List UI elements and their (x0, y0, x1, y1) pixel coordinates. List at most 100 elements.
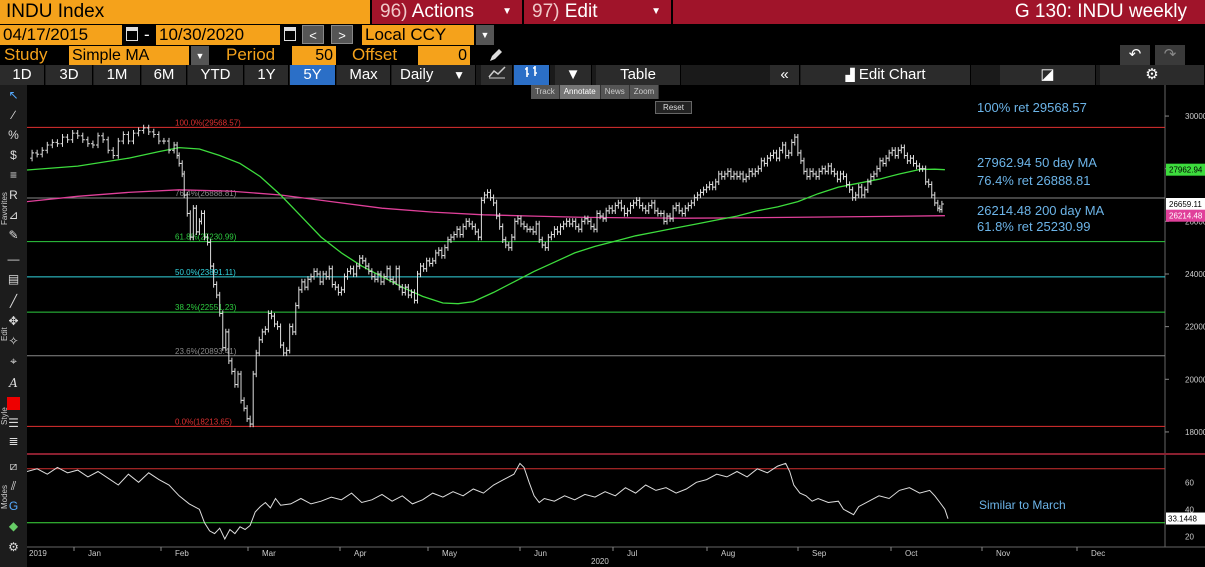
fibonacci-icon[interactable]: ≡ (9, 168, 17, 182)
arc-tool-icon[interactable]: ⊿ (8, 208, 19, 222)
gear-icon[interactable]: ⚙ (1100, 65, 1205, 85)
dollar-tool-icon[interactable]: $ (10, 148, 17, 162)
next-period-button[interactable]: > (331, 25, 353, 44)
study-dropdown-icon[interactable]: ▼ (191, 46, 209, 65)
channel-icon[interactable]: ▤ (7, 272, 20, 286)
percent-tool-icon[interactable]: % (8, 128, 19, 142)
x-axis-month-label: Apr (354, 549, 367, 558)
end-date-field[interactable]: 10/30/2020 (156, 25, 280, 45)
period-1m-button[interactable]: 1M (94, 65, 141, 85)
edit-number: 97) (532, 1, 560, 22)
period-input[interactable]: 50 (292, 46, 336, 65)
period-ytd-button[interactable]: YTD (188, 65, 244, 85)
period-3d-button[interactable]: 3D (46, 65, 93, 85)
pattern-mode-icon[interactable]: ⧄ (9, 459, 18, 473)
line-chart-icon[interactable] (481, 65, 513, 85)
previous-period-button[interactable]: < (302, 25, 324, 44)
calendar-icon[interactable] (284, 27, 296, 41)
cursor-icon[interactable]: ↖ (8, 88, 19, 102)
move-icon[interactable]: ✥ (8, 314, 19, 328)
annotate-button[interactable]: Annotate (559, 85, 601, 99)
pen-icon[interactable] (488, 47, 504, 63)
actions-menu[interactable]: 96) Actions ▼ (372, 0, 522, 24)
price-chart[interactable]: 100.0%(29568.57)76.4%(26888.81)61.8%(252… (26, 85, 1205, 567)
actions-number: 96) (380, 1, 408, 22)
period-1d-button[interactable]: 1D (0, 65, 45, 85)
retracement-icon[interactable]: R (9, 188, 18, 202)
drawing-tool-icon[interactable]: ◪ (1000, 65, 1096, 85)
ma50-last-tag (1166, 163, 1205, 176)
chart-area[interactable]: 100.0%(29568.57) 76.4%(26888.81) 61.8%(252… (26, 85, 1205, 567)
pencil-icon[interactable]: ✎ (8, 228, 19, 242)
fib-level-label: 38.2%(22551.23) (175, 303, 237, 312)
x-axis-month-label: Feb (175, 549, 189, 558)
start-date-field[interactable]: 04/17/2015 (0, 25, 122, 45)
color-swatch[interactable] (7, 397, 20, 410)
indicator-line (26, 462, 949, 541)
currency-dropdown-icon[interactable]: ▼ (476, 25, 494, 45)
chart-annotation: 27962.94 50 day MA (977, 155, 1097, 170)
chart-toolbar: 1D 3D 1M 6M YTD 1Y 5Y Max Daily ▼ ▼ Tabl… (0, 65, 1205, 85)
chart-type-dropdown-icon[interactable]: ▼ (555, 65, 592, 85)
ma200-last-tag (1166, 209, 1205, 222)
date-range-row: 04/17/2015 - 10/30/2020 < > Local CCY ▼ (0, 24, 1205, 45)
study-label: Study (4, 45, 48, 64)
text-tool-icon[interactable]: A (9, 376, 18, 390)
undo-icon[interactable]: ↶ (1120, 45, 1150, 65)
edit-menu[interactable]: 97) Edit ▼ (524, 0, 671, 24)
x-axis-year-label: 2020 (591, 557, 609, 566)
pin-icon[interactable]: ⌖ (10, 354, 17, 368)
x-axis-year-label: 2019 (29, 549, 47, 558)
study-select[interactable]: Simple MA (69, 46, 189, 65)
x-axis-month-label: Dec (1091, 549, 1105, 558)
fib-level-label: 100.0%(29568.57) (175, 118, 241, 127)
left-toolbar: ↖ ∕ % $ ≡ R ⊿ ✎ — ▤ ╱ ✥ ✧ ⌖ A ☰ ≣ ⧄ ⫽ G … (0, 85, 27, 567)
offset-input[interactable]: 0 (418, 46, 470, 65)
edit-chart-label: Edit Chart (858, 66, 926, 83)
line-width-icon[interactable]: ☰ (8, 416, 19, 430)
y-axis-tick-label: 22000 (1185, 323, 1205, 332)
line-style-icon[interactable]: ≣ (8, 434, 19, 448)
chevron-down-icon: ▼ (502, 6, 512, 17)
date-separator: - (144, 25, 150, 44)
horizontal-line-icon[interactable]: — (7, 252, 20, 266)
redo-icon[interactable]: ↷ (1155, 45, 1185, 65)
reset-button[interactable]: Reset (655, 101, 692, 114)
collapse-icon[interactable]: « (770, 65, 800, 85)
y-axis-tick-label: 20000 (1185, 375, 1205, 384)
edit-section-label: Edit (0, 327, 9, 341)
bar-chart-icon[interactable] (514, 65, 550, 85)
currency-select[interactable]: Local CCY (362, 25, 474, 45)
frequency-select[interactable]: Daily ▼ (392, 65, 476, 85)
trendline-icon[interactable]: ∕ (12, 108, 15, 122)
chevron-down-icon: ▼ (453, 68, 465, 82)
price-last-label: 26659.11 (1169, 200, 1202, 209)
g-mode-icon[interactable]: G (8, 499, 19, 513)
edit-label: Edit (564, 1, 598, 22)
period-5y-button[interactable]: 5Y (290, 65, 336, 85)
eraser-icon[interactable]: ✧ (8, 334, 19, 348)
favorites-section-label: Favorites (0, 192, 9, 225)
edit-chart-button[interactable]: ▟ Edit Chart (801, 65, 971, 85)
x-axis-month-label: Nov (996, 549, 1010, 558)
x-axis-month-label: Aug (721, 549, 735, 558)
zoom-button[interactable]: Zoom (630, 85, 660, 99)
draw-line-icon[interactable]: ╱ (9, 294, 18, 308)
period-1y-button[interactable]: 1Y (245, 65, 289, 85)
news-button[interactable]: News (601, 85, 630, 99)
actions-label: Actions (411, 1, 475, 22)
track-button[interactable]: Track (531, 85, 560, 99)
calendar-icon[interactable] (126, 27, 138, 41)
study-row: Study Simple MA ▼ Period 50 Offset 0 ↶ ↷ (0, 45, 1205, 65)
period-6m-button[interactable]: 6M (142, 65, 187, 85)
table-button[interactable]: Table (596, 65, 681, 85)
chart-annotation: 61.8% ret 25230.99 (977, 219, 1090, 234)
frequency-label: Daily (400, 66, 434, 83)
drop-icon[interactable]: ◆ (8, 519, 19, 533)
ruler-icon[interactable]: ⫽ (10, 479, 17, 493)
period-max-button[interactable]: Max (337, 65, 391, 85)
settings-icon[interactable]: ⚙ (8, 540, 19, 554)
modes-section-label: Modes (0, 484, 9, 509)
security-ticker[interactable]: INDU Index (0, 0, 370, 24)
fib-level-label: 23.6%(20893.41) (175, 347, 237, 356)
